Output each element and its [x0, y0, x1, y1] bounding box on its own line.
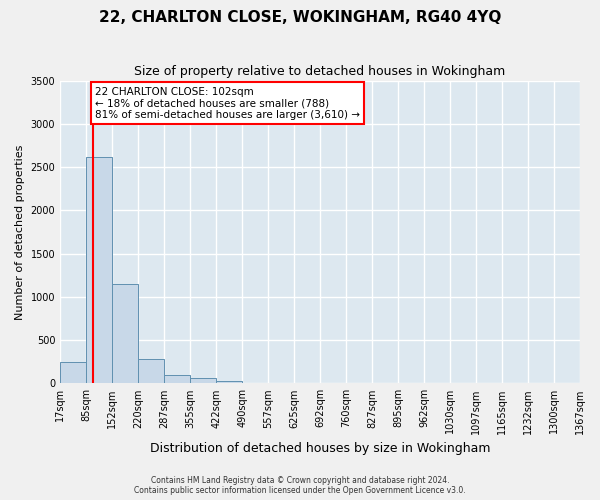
Bar: [216, 380, 242, 384]
Y-axis label: Number of detached properties: Number of detached properties: [15, 144, 25, 320]
Bar: [86, 156, 112, 384]
Bar: [190, 378, 216, 384]
Text: 22 CHARLTON CLOSE: 102sqm
← 18% of detached houses are smaller (788)
81% of semi: 22 CHARLTON CLOSE: 102sqm ← 18% of detac…: [95, 86, 360, 120]
Text: 22, CHARLTON CLOSE, WOKINGHAM, RG40 4YQ: 22, CHARLTON CLOSE, WOKINGHAM, RG40 4YQ: [99, 10, 501, 25]
Title: Size of property relative to detached houses in Wokingham: Size of property relative to detached ho…: [134, 65, 506, 78]
Bar: [138, 359, 164, 384]
X-axis label: Distribution of detached houses by size in Wokingham: Distribution of detached houses by size …: [150, 442, 490, 455]
Bar: [112, 284, 138, 384]
Bar: [60, 362, 86, 384]
Text: Contains HM Land Registry data © Crown copyright and database right 2024.
Contai: Contains HM Land Registry data © Crown c…: [134, 476, 466, 495]
Bar: [164, 374, 190, 384]
